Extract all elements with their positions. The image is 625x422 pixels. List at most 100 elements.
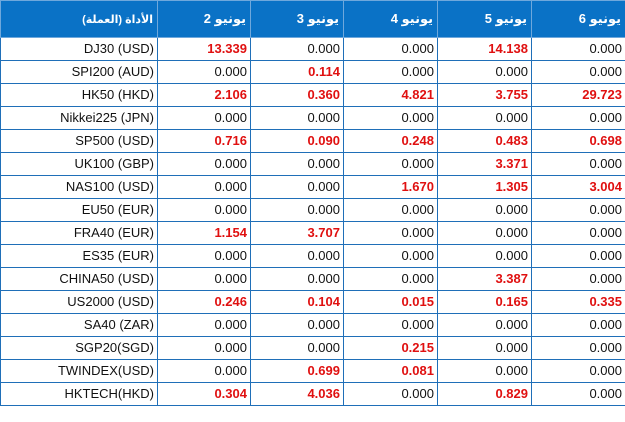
value-cell: 2.106 <box>157 83 251 107</box>
dividend-table: (الأداة (العملة يونيو 2 يونيو 3 يونيو 4 … <box>0 0 625 406</box>
value-cell: 0.000 <box>343 382 438 406</box>
value-cell: 0.000 <box>157 313 251 337</box>
table-row: CHINA50 (USD) 0.000 0.000 0.000 3.387 0.000 <box>0 267 625 291</box>
value-cell: 0.000 <box>157 106 251 130</box>
table-row: SP500 (USD) 0.716 0.090 0.248 0.483 0.698 <box>0 129 625 153</box>
value-cell: 0.000 <box>437 313 532 337</box>
instrument-cell: SP500 (USD) <box>0 129 158 153</box>
value-cell: 0.000 <box>531 382 625 406</box>
value-cell: 0.699 <box>250 359 344 383</box>
instrument-cell: ES35 (EUR) <box>0 244 158 268</box>
table-row: HK50 (HKD) 2.106 0.360 4.821 3.755 29.723 <box>0 83 625 107</box>
instrument-cell: SA40 (ZAR) <box>0 313 158 337</box>
instrument-header: (الأداة (العملة <box>0 0 158 38</box>
table-row: UK100 (GBP) 0.000 0.000 0.000 3.371 0.000 <box>0 152 625 176</box>
value-cell: 0.000 <box>250 313 344 337</box>
value-cell: 0.000 <box>531 37 625 61</box>
instrument-cell: TWINDEX(USD) <box>0 359 158 383</box>
value-cell: 0.000 <box>157 336 251 360</box>
value-cell: 0.000 <box>437 359 532 383</box>
value-cell: 0.000 <box>531 359 625 383</box>
value-cell: 0.000 <box>531 313 625 337</box>
value-cell: 3.755 <box>437 83 532 107</box>
value-cell: 0.000 <box>250 37 344 61</box>
instrument-cell: HK50 (HKD) <box>0 83 158 107</box>
value-cell: 0.000 <box>531 152 625 176</box>
value-cell: 13.339 <box>157 37 251 61</box>
value-cell: 0.000 <box>343 152 438 176</box>
day-header: يونيو 2 <box>157 0 251 38</box>
value-cell: 3.707 <box>250 221 344 245</box>
table-body: DJ30 (USD) 13.339 0.000 0.000 14.138 0.000 SPI… <box>0 37 625 406</box>
instrument-cell: SPI200 (AUD) <box>0 60 158 84</box>
value-cell: 0.698 <box>531 129 625 153</box>
value-cell: 0.000 <box>437 221 532 245</box>
value-cell: 0.000 <box>157 198 251 222</box>
table-row: EU50 (EUR) 0.000 0.000 0.000 0.000 0.000 <box>0 198 625 222</box>
value-cell: 0.000 <box>531 60 625 84</box>
value-cell: 0.000 <box>437 198 532 222</box>
value-cell: 3.387 <box>437 267 532 291</box>
value-cell: 0.000 <box>437 336 532 360</box>
value-cell: 0.000 <box>157 175 251 199</box>
instrument-cell: DJ30 (USD) <box>0 37 158 61</box>
value-cell: 0.000 <box>343 60 438 84</box>
value-cell: 0.000 <box>157 152 251 176</box>
value-cell: 0.000 <box>157 60 251 84</box>
value-cell: 0.015 <box>343 290 438 314</box>
instrument-cell: Nikkei225 (JPN) <box>0 106 158 130</box>
instrument-cell: SGP20(SGD) <box>0 336 158 360</box>
value-cell: 0.215 <box>343 336 438 360</box>
value-cell: 0.081 <box>343 359 438 383</box>
value-cell: 0.000 <box>157 244 251 268</box>
value-cell: 0.000 <box>531 221 625 245</box>
value-cell: 0.360 <box>250 83 344 107</box>
value-cell: 0.000 <box>343 267 438 291</box>
table-row: FRA40 (EUR) 1.154 3.707 0.000 0.000 0.000 <box>0 221 625 245</box>
value-cell: 1.154 <box>157 221 251 245</box>
value-cell: 0.335 <box>531 290 625 314</box>
table-row: Nikkei225 (JPN) 0.000 0.000 0.000 0.000 0.000 <box>0 106 625 130</box>
value-cell: 0.090 <box>250 129 344 153</box>
day-header: يونيو 4 <box>343 0 438 38</box>
value-cell: 0.716 <box>157 129 251 153</box>
table-row: US2000 (USD) 0.246 0.104 0.015 0.165 0.335 <box>0 290 625 314</box>
value-cell: 3.004 <box>531 175 625 199</box>
value-cell: 0.000 <box>343 244 438 268</box>
day-header: يونيو 6 <box>531 0 625 38</box>
instrument-cell: HKTECH(HKD) <box>0 382 158 406</box>
table-row: ES35 (EUR) 0.000 0.000 0.000 0.000 0.000 <box>0 244 625 268</box>
value-cell: 0.000 <box>531 106 625 130</box>
value-cell: 0.114 <box>250 60 344 84</box>
value-cell: 0.246 <box>157 290 251 314</box>
value-cell: 0.165 <box>437 290 532 314</box>
value-cell: 14.138 <box>437 37 532 61</box>
value-cell: 0.000 <box>250 267 344 291</box>
value-cell: 1.305 <box>437 175 532 199</box>
day-header: يونيو 5 <box>437 0 532 38</box>
value-cell: 0.483 <box>437 129 532 153</box>
value-cell: 0.000 <box>343 106 438 130</box>
value-cell: 0.000 <box>157 359 251 383</box>
value-cell: 0.000 <box>250 198 344 222</box>
table-row: HKTECH(HKD) 0.304 4.036 0.000 0.829 0.000 <box>0 382 625 406</box>
value-cell: 0.000 <box>250 106 344 130</box>
table-row: SA40 (ZAR) 0.000 0.000 0.000 0.000 0.000 <box>0 313 625 337</box>
value-cell: 0.000 <box>531 198 625 222</box>
value-cell: 0.000 <box>343 198 438 222</box>
header-row: (الأداة (العملة يونيو 2 يونيو 3 يونيو 4 … <box>0 0 625 38</box>
value-cell: 4.036 <box>250 382 344 406</box>
instrument-cell: US2000 (USD) <box>0 290 158 314</box>
value-cell: 0.000 <box>157 267 251 291</box>
table-row: SPI200 (AUD) 0.000 0.114 0.000 0.000 0.000 <box>0 60 625 84</box>
value-cell: 0.000 <box>250 175 344 199</box>
value-cell: 0.000 <box>437 244 532 268</box>
instrument-cell: UK100 (GBP) <box>0 152 158 176</box>
value-cell: 0.000 <box>531 267 625 291</box>
value-cell: 0.000 <box>531 244 625 268</box>
table-row: SGP20(SGD) 0.000 0.000 0.215 0.000 0.000 <box>0 336 625 360</box>
table-row: TWINDEX(USD) 0.000 0.699 0.081 0.000 0.000 <box>0 359 625 383</box>
value-cell: 0.000 <box>250 152 344 176</box>
value-cell: 0.000 <box>437 60 532 84</box>
value-cell: 3.371 <box>437 152 532 176</box>
